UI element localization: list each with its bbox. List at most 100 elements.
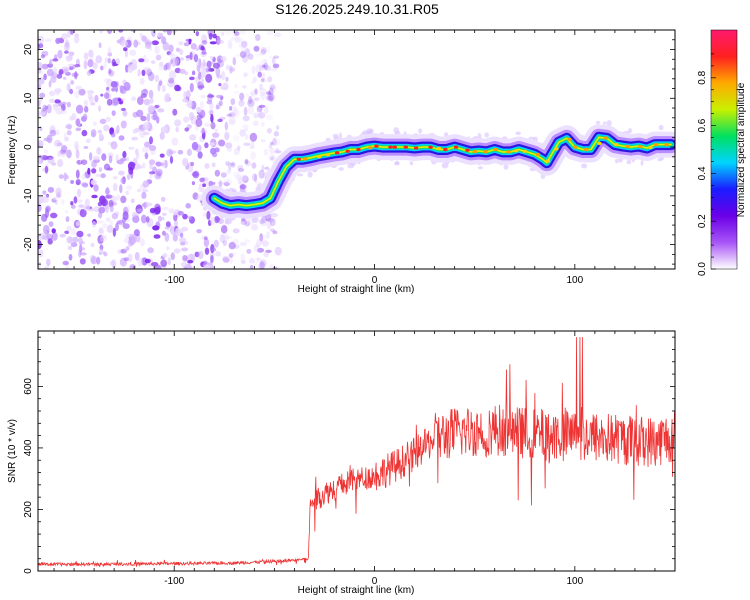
noise-speckle — [41, 213, 48, 222]
noise-speckle — [200, 62, 209, 71]
noise-speckle — [98, 42, 102, 49]
noise-speckle — [230, 36, 238, 42]
noise-speckle — [58, 68, 64, 75]
noise-speckle — [96, 256, 101, 265]
noise-speckle — [168, 208, 175, 214]
spectrogram-y-tick-label: 0 — [23, 144, 34, 150]
noise-speckle — [263, 148, 268, 156]
noise-speckle — [166, 30, 172, 36]
noise-speckle — [57, 150, 62, 157]
noise-speckle — [242, 124, 249, 129]
noise-speckle — [71, 204, 76, 209]
noise-speckle — [62, 260, 69, 266]
ridge-halo-speckle — [657, 157, 662, 162]
noise-speckle — [273, 55, 280, 59]
noise-speckle — [103, 124, 110, 132]
spectrogram-x-tick-label: 0 — [372, 275, 378, 286]
noise-speckle — [245, 48, 251, 57]
noise-speckle — [128, 166, 134, 175]
noise-speckle — [251, 65, 256, 75]
noise-speckle — [94, 94, 99, 103]
noise-speckle — [43, 148, 48, 154]
noise-speckle — [260, 92, 267, 101]
noise-speckle — [243, 71, 247, 78]
noise-speckle — [81, 173, 87, 180]
noise-speckle — [190, 43, 197, 50]
colorbar-gradient — [710, 29, 738, 270]
noise-speckle — [136, 208, 143, 213]
noise-speckle — [171, 137, 179, 146]
ridge-hotspot — [374, 144, 379, 148]
noise-speckle — [249, 145, 255, 149]
noise-speckle — [143, 152, 149, 158]
noise-speckle — [233, 106, 238, 115]
noise-speckle — [127, 253, 133, 263]
noise-speckle — [141, 69, 146, 77]
noise-speckle — [195, 118, 203, 127]
noise-speckle — [73, 35, 80, 44]
ridge-halo-speckle — [338, 167, 344, 171]
ridge-hotspot — [436, 146, 442, 150]
noise-speckle — [89, 53, 94, 60]
noise-speckle — [259, 52, 265, 56]
noise-speckle — [66, 130, 72, 136]
noise-speckle — [163, 64, 168, 71]
noise-speckle — [90, 129, 97, 138]
noise-speckle — [272, 230, 278, 235]
noise-speckle — [212, 132, 220, 138]
noise-speckle — [260, 78, 265, 83]
noise-speckle — [275, 147, 280, 153]
noise-speckle — [82, 183, 89, 188]
noise-speckle — [74, 63, 81, 68]
noise-speckle — [262, 59, 268, 63]
noise-speckle — [97, 220, 105, 224]
noise-speckle — [70, 180, 74, 184]
ridge-halo-speckle — [441, 162, 449, 169]
ridge-hotspot — [545, 159, 551, 163]
noise-speckle — [105, 116, 112, 122]
noise-speckle — [100, 235, 107, 239]
noise-speckle — [153, 234, 161, 239]
noise-speckle — [163, 30, 167, 33]
noise-speckle — [121, 107, 126, 112]
ridge-hotspot — [653, 143, 659, 147]
noise-speckle — [110, 81, 118, 88]
noise-speckle — [268, 263, 275, 269]
noise-speckle — [195, 30, 199, 37]
noise-speckle — [235, 53, 241, 57]
noise-speckle — [118, 30, 124, 33]
noise-speckle — [130, 198, 135, 204]
noise-speckle — [42, 224, 50, 235]
noise-speckle — [197, 85, 205, 89]
ridge-hotspot — [597, 141, 602, 145]
noise-speckle — [239, 129, 246, 137]
noise-speckle — [178, 41, 184, 46]
noise-speckle — [139, 32, 143, 38]
noise-speckle — [70, 242, 78, 248]
noise-speckle — [146, 69, 153, 77]
noise-speckle — [120, 177, 126, 184]
noise-speckle — [168, 52, 174, 57]
noise-speckle — [250, 224, 259, 231]
noise-speckle — [154, 264, 162, 269]
spectrogram-x-tick-label: 100 — [566, 275, 583, 286]
noise-speckle — [192, 170, 200, 179]
noise-speckle — [220, 225, 228, 234]
noise-speckle — [267, 90, 271, 97]
ridge-halo-speckle — [394, 161, 400, 166]
colorbar-label: Normalized spectral amplitude — [736, 82, 747, 217]
noise-speckle — [248, 258, 255, 264]
noise-speckle — [233, 171, 241, 178]
noise-speckle — [47, 238, 53, 245]
noise-speckle — [57, 142, 63, 147]
noise-speckle — [217, 218, 224, 225]
noise-speckle — [175, 126, 179, 133]
noise-speckle — [142, 180, 150, 188]
noise-speckle — [103, 61, 107, 70]
noise-speckle — [125, 64, 129, 73]
noise-speckle — [111, 212, 119, 220]
noise-speckle — [208, 180, 213, 187]
snr-background — [38, 331, 675, 571]
noise-speckle — [157, 215, 162, 222]
